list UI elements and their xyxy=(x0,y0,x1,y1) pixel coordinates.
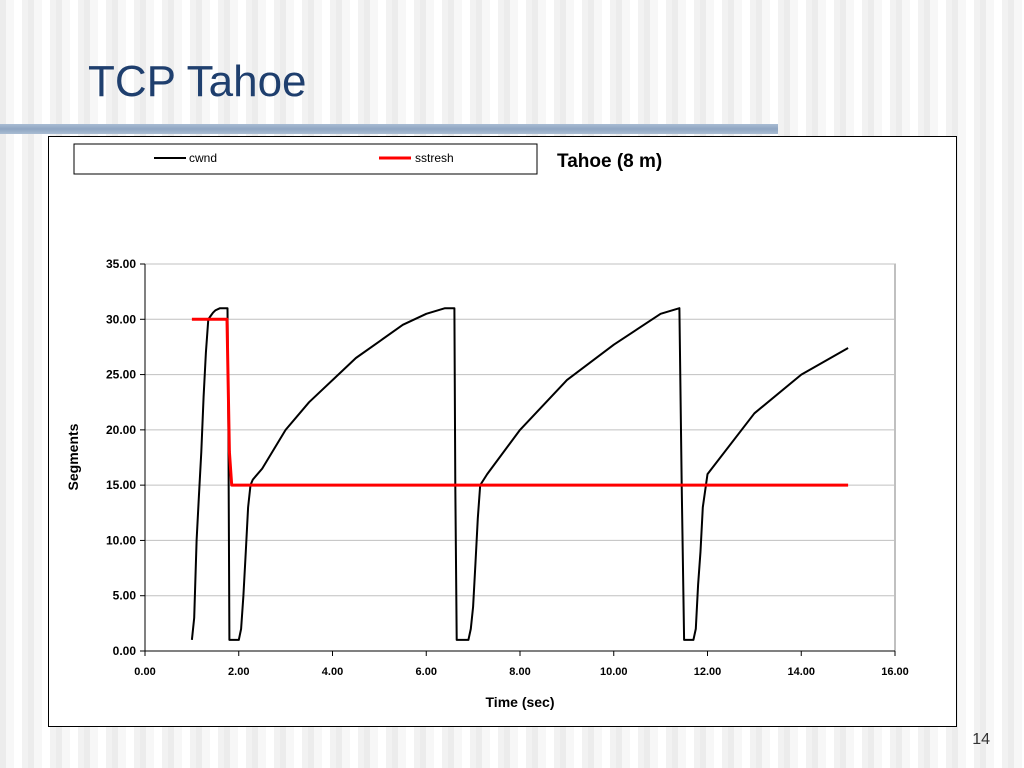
chart-frame: cwnd sstresh Tahoe (8 m) Time (sec) Segm… xyxy=(48,136,957,727)
x-tick-label: 6.00 xyxy=(416,666,437,678)
y-tick-label: 10.00 xyxy=(106,533,136,547)
x-tick-label: 10.00 xyxy=(600,666,628,678)
x-tick-label: 14.00 xyxy=(787,666,815,678)
y-axis-label: Segments xyxy=(65,423,81,490)
series-line-sstresh xyxy=(191,317,849,487)
y-tick-label: 35.00 xyxy=(106,257,136,271)
legend-label-sstresh: sstresh xyxy=(415,151,454,165)
slide-title: TCP Tahoe xyxy=(88,57,307,106)
chart-svg: cwnd sstresh Tahoe (8 m) Time (sec) Segm… xyxy=(65,143,909,710)
x-axis-label: Time (sec) xyxy=(486,694,555,710)
chart-title: Tahoe (8 m) xyxy=(557,151,662,172)
y-tick-label: 15.00 xyxy=(106,478,136,492)
legend: cwnd sstresh xyxy=(73,143,538,175)
axes: 0.00 5.00 10.00 15.00 20.00 25.00 30.00 35.00 0.… xyxy=(106,257,909,678)
x-tick-label: 4.00 xyxy=(322,666,343,678)
y-tick-label: 20.00 xyxy=(106,423,136,437)
legend-box xyxy=(73,143,538,175)
x-tick-label: 12.00 xyxy=(694,666,722,678)
x-tick-label: 0.00 xyxy=(134,666,155,678)
gridlines xyxy=(144,263,896,652)
title-underline xyxy=(0,124,778,134)
plot-area-border xyxy=(144,263,896,652)
y-tick-label: 30.00 xyxy=(106,312,136,326)
legend-label-cwnd: cwnd xyxy=(189,151,217,165)
x-tick-label: 8.00 xyxy=(509,666,530,678)
x-tick-label: 2.00 xyxy=(228,666,249,678)
y-tick-label: 25.00 xyxy=(106,368,136,382)
series xyxy=(190,307,849,641)
y-tick-label: 0.00 xyxy=(113,644,137,658)
series-line-cwnd xyxy=(190,307,849,641)
y-tick-label: 5.00 xyxy=(113,589,137,603)
page-number: 14 xyxy=(972,731,990,748)
x-tick-label: 16.00 xyxy=(881,666,909,678)
